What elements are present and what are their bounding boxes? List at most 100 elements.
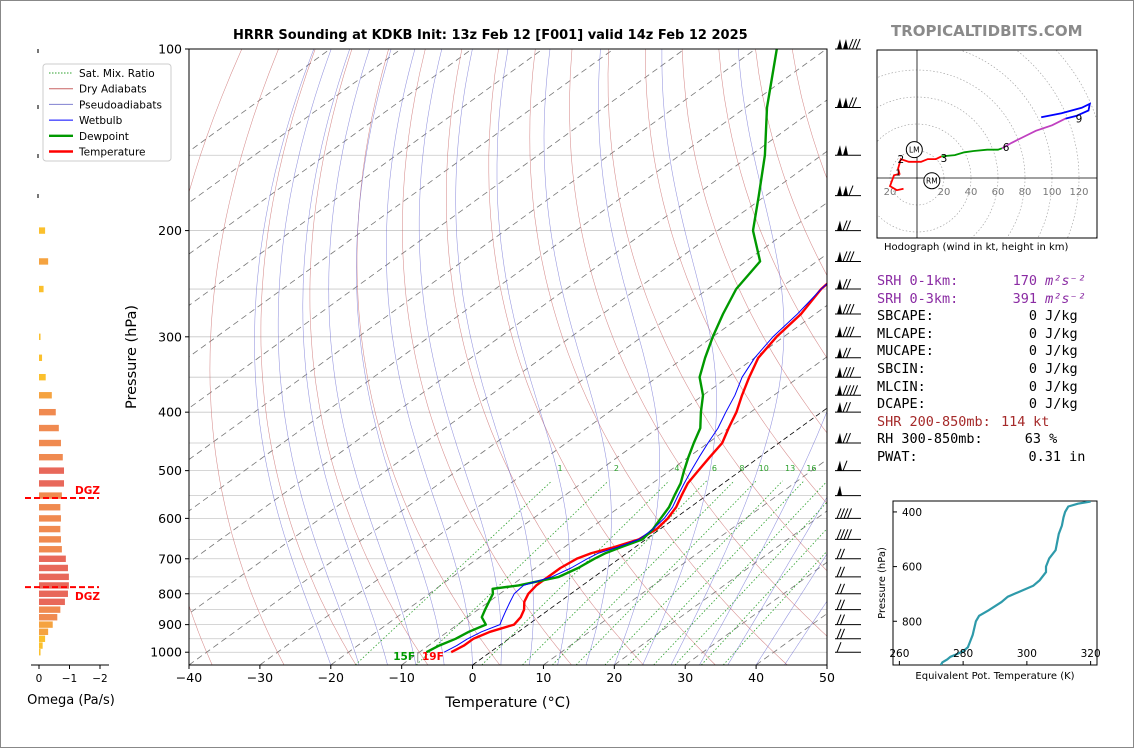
- theta-e-y-axis-label: Pressure (hPa): [877, 547, 888, 619]
- omega-bar: [39, 574, 69, 580]
- hodograph-trace: [941, 148, 1002, 156]
- hodograph-tick-label: 60: [992, 187, 1005, 198]
- hodograph-height-label: 3: [941, 153, 948, 165]
- theta-e-x-tick-label: 280: [953, 648, 973, 660]
- stat-label: MLCAPE:: [877, 326, 1017, 344]
- legend-entry-label: Wetbulb: [79, 115, 123, 127]
- x-tick-label: −10: [388, 670, 414, 685]
- dry-adiabat-line: [357, 49, 500, 665]
- moist-adiabat-line: [303, 49, 388, 665]
- stat-unit: J/kg: [1037, 379, 1078, 395]
- mixing-ratio-line: [605, 481, 783, 665]
- stat-value: 170: [1001, 273, 1037, 291]
- stat-unit: m²s⁻²: [1037, 273, 1086, 289]
- stat-row: MLCAPE:0 J/kg: [877, 326, 1086, 344]
- stat-label: RH 300-850mb:: [877, 431, 1001, 449]
- mixing-ratio-line: [552, 481, 734, 665]
- wind-barb: [835, 567, 861, 577]
- hodograph-height-label: 6: [1003, 142, 1010, 154]
- x-tick-label: 30: [677, 670, 693, 685]
- wind-barb: [835, 221, 861, 231]
- stat-row: RH 300-850mb:63 %: [877, 431, 1086, 449]
- omega-bar: [39, 480, 64, 486]
- stat-label: DCAPE:: [877, 396, 1017, 414]
- mixing-ratio-line: [675, 481, 847, 665]
- wind-barb: [835, 629, 861, 639]
- stat-label: SRH 0-3km:: [877, 291, 1001, 309]
- omega-bar: [39, 409, 56, 415]
- stat-unit: J/kg: [1037, 308, 1078, 324]
- mixing-ratio-label: 6: [712, 464, 717, 473]
- omega-x-tick-label: 0: [36, 673, 43, 685]
- wind-barb: [835, 367, 861, 377]
- omega-bar: [39, 334, 41, 340]
- legend-entry-label: Dry Adiabats: [79, 84, 147, 96]
- omega-bar: [39, 591, 68, 597]
- mixing-ratio-line: [522, 481, 706, 665]
- wind-barb: [835, 251, 861, 261]
- omega-bar: [39, 425, 59, 431]
- mixing-ratio-line: [482, 481, 669, 665]
- moist-adiabat-line: [329, 49, 416, 665]
- omega-bar: [39, 227, 45, 233]
- wind-barb: [835, 461, 861, 471]
- omega-bar: [39, 621, 53, 627]
- hodograph-trace: [1041, 104, 1090, 119]
- stat-value: 0.31: [1017, 449, 1061, 467]
- y-tick-label: 400: [158, 405, 182, 420]
- y-tick-label: 1000: [150, 645, 182, 660]
- dry-adiabat-line: [570, 49, 860, 665]
- x-tick-label: 50: [819, 670, 835, 685]
- omega-tick-mark: [37, 105, 39, 109]
- hodograph-tick-label: 120: [1069, 187, 1088, 198]
- moist-adiabat-line: [386, 49, 472, 665]
- omega-bar: [39, 504, 60, 510]
- stat-unit: %: [1041, 431, 1057, 447]
- moist-adiabat-line: [671, 49, 784, 665]
- stat-row: MUCAPE:0 J/kg: [877, 343, 1086, 361]
- theta-e-y-tick-label: 600: [902, 562, 922, 574]
- legend-entry-label: Dewpoint: [79, 131, 129, 143]
- stat-label: MUCAPE:: [877, 343, 1017, 361]
- y-tick-label: 300: [158, 329, 182, 344]
- omega-bar: [39, 258, 48, 264]
- wind-barb: [835, 615, 861, 625]
- hodograph-label: Hodograph (wind in kt, height in km): [884, 242, 1068, 253]
- omega-bar: [39, 374, 46, 380]
- theta-e-x-tick-label: 320: [1081, 648, 1101, 660]
- wind-barb: [835, 39, 861, 49]
- x-axis-label: Temperature (°C): [444, 695, 570, 711]
- wind-barb: [835, 642, 861, 652]
- theta-e-x-tick-label: 260: [889, 648, 909, 660]
- hodograph-height-label: 2: [897, 154, 904, 166]
- wind-barb: [835, 97, 861, 107]
- isotherm-line: [47, 49, 897, 665]
- stat-label: SBCIN:: [877, 361, 1017, 379]
- dry-adiabat-line: [1122, 49, 1134, 665]
- stat-unit: J/kg: [1037, 343, 1078, 359]
- omega-bar: [39, 546, 62, 552]
- stat-label: SRH 0-1km:: [877, 273, 1001, 291]
- wind-barb: [835, 402, 861, 412]
- mixing-ratio-label: 8: [739, 464, 744, 473]
- legend-entry-label: Sat. Mix. Ratio: [79, 68, 155, 80]
- moist-adiabat-line: [278, 49, 359, 665]
- y-tick-label: 500: [158, 463, 182, 478]
- surface-separator: |: [416, 651, 420, 663]
- stat-value: 0: [1017, 308, 1037, 326]
- omega-bar: [39, 526, 60, 532]
- hodograph-tick-label: 100: [1042, 187, 1061, 198]
- stat-unit: kt: [1025, 414, 1049, 430]
- dgz-label: DGZ: [75, 485, 100, 497]
- stat-row: PWAT:0.31 in: [877, 449, 1086, 467]
- omega-bar: [39, 556, 66, 562]
- omega-bar: [39, 440, 61, 446]
- x-tick-label: 20: [606, 670, 622, 685]
- hodograph-height-label: 1: [896, 168, 901, 177]
- stat-row: SBCAPE:0 J/kg: [877, 308, 1086, 326]
- omega-bar: [39, 649, 41, 655]
- wind-barb: [835, 529, 861, 539]
- surface-temperature-label: 19F: [422, 651, 444, 663]
